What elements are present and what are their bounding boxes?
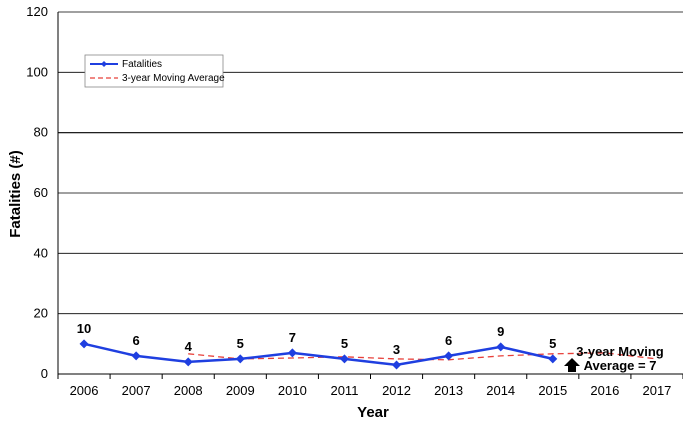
x-tick-label-2012: 2012 <box>382 383 411 398</box>
legend: Fatalities 3-year Moving Average <box>84 54 225 88</box>
data-point-2008 <box>183 357 193 367</box>
y-tick-label-20: 20 <box>34 306 48 321</box>
y-tick-label-0: 0 <box>41 366 48 381</box>
data-label-2010: 7 <box>289 330 296 345</box>
data-point-2006 <box>79 339 89 349</box>
x-tick-label-2016: 2016 <box>590 383 619 398</box>
data-label-2008: 4 <box>185 339 193 354</box>
y-tick-label-120: 120 <box>26 4 48 19</box>
data-labels: 10 6 4 5 7 5 3 6 9 5 <box>77 321 557 357</box>
data-point-2011 <box>339 354 349 364</box>
data-label-2009: 5 <box>237 336 244 351</box>
x-tick-label-2014: 2014 <box>486 383 515 398</box>
data-label-2013: 6 <box>445 333 452 348</box>
x-tick-label-2015: 2015 <box>538 383 567 398</box>
y-axis-title: Fatalities (#) <box>7 150 24 238</box>
y-tick-label-80: 80 <box>34 125 48 140</box>
legend-fatalities-marker <box>101 61 107 67</box>
data-point-2009 <box>235 354 245 364</box>
data-point-2010 <box>287 348 297 358</box>
x-tick-label-2009: 2009 <box>226 383 255 398</box>
x-tick-label-2011: 2011 <box>330 383 358 398</box>
data-point-2012 <box>392 360 402 370</box>
legend-ma-label: 3-year Moving Average <box>122 73 225 84</box>
y-tick-label-100: 100 <box>26 64 48 79</box>
x-tick-label-2008: 2008 <box>174 383 203 398</box>
up-arrow-icon <box>564 358 580 372</box>
data-point-2015 <box>548 354 558 364</box>
data-label-2014: 9 <box>497 324 504 339</box>
legend-box <box>84 54 224 88</box>
data-point-2007 <box>131 351 141 361</box>
moving-average-annotation: 3-year Moving Average = 7 <box>564 344 664 373</box>
annotation-line-2: Average = 7 <box>584 358 657 373</box>
fatalities-line <box>83 342 554 367</box>
y-tick-labels: 0 20 40 60 80 100 120 <box>26 4 48 381</box>
axes <box>57 12 683 379</box>
data-label-2011: 5 <box>341 336 348 351</box>
y-tick-label-60: 60 <box>34 185 48 200</box>
data-label-2012: 3 <box>393 342 400 357</box>
x-tick-label-2006: 2006 <box>70 383 99 398</box>
fatalities-series <box>79 339 558 370</box>
data-label-2007: 6 <box>133 333 140 348</box>
x-tick-label-2017: 2017 <box>642 383 671 398</box>
y-tick-label-40: 40 <box>34 245 48 260</box>
data-label-2006: 10 <box>77 321 91 336</box>
x-tick-label-2013: 2013 <box>434 383 463 398</box>
x-axis-title: Year <box>357 404 389 421</box>
legend-fatalities-label: Fatalities <box>122 59 162 70</box>
x-tick-label-2007: 2007 <box>122 383 151 398</box>
data-label-2015: 5 <box>549 336 556 351</box>
x-tick-label-2010: 2010 <box>278 383 307 398</box>
data-point-2013 <box>444 351 454 361</box>
x-tick-labels: 2006 2007 2008 2009 2010 2011 2012 2013 2014 2015… <box>70 383 672 398</box>
data-point-2014 <box>496 342 506 352</box>
annotation-line-1: 3-year Moving <box>576 344 663 359</box>
